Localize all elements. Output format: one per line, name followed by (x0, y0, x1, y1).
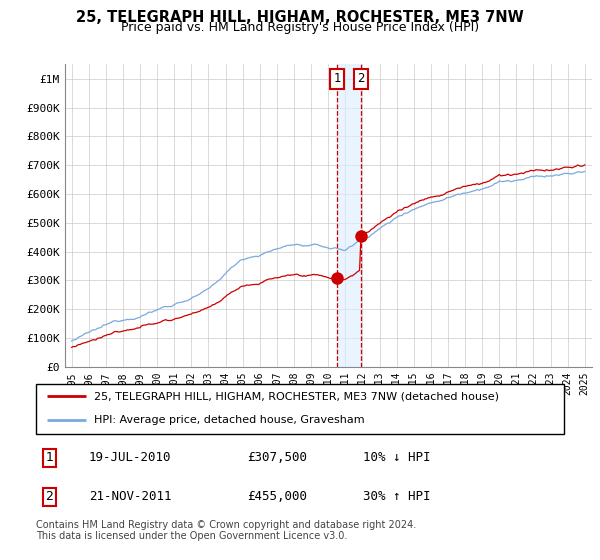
Text: 1: 1 (334, 72, 341, 85)
FancyBboxPatch shape (36, 384, 564, 434)
Text: 25, TELEGRAPH HILL, HIGHAM, ROCHESTER, ME3 7NW: 25, TELEGRAPH HILL, HIGHAM, ROCHESTER, M… (76, 10, 524, 25)
Text: 2: 2 (357, 72, 364, 85)
Bar (337, 64, 361, 367)
Text: £455,000: £455,000 (247, 491, 307, 503)
Text: 25, TELEGRAPH HILL, HIGHAM, ROCHESTER, ME3 7NW (detached house): 25, TELEGRAPH HILL, HIGHAM, ROCHESTER, M… (94, 391, 499, 401)
Text: 10% ↓ HPI: 10% ↓ HPI (364, 451, 431, 464)
Text: 2: 2 (45, 491, 53, 503)
Text: Price paid vs. HM Land Registry's House Price Index (HPI): Price paid vs. HM Land Registry's House … (121, 21, 479, 34)
Text: Contains HM Land Registry data © Crown copyright and database right 2024.
This d: Contains HM Land Registry data © Crown c… (36, 520, 416, 542)
Text: 19-JUL-2010: 19-JUL-2010 (89, 451, 172, 464)
Text: HPI: Average price, detached house, Gravesham: HPI: Average price, detached house, Grav… (94, 415, 365, 425)
Text: 1: 1 (45, 451, 53, 464)
Text: 21-NOV-2011: 21-NOV-2011 (89, 491, 172, 503)
Text: 30% ↑ HPI: 30% ↑ HPI (364, 491, 431, 503)
Text: £307,500: £307,500 (247, 451, 307, 464)
